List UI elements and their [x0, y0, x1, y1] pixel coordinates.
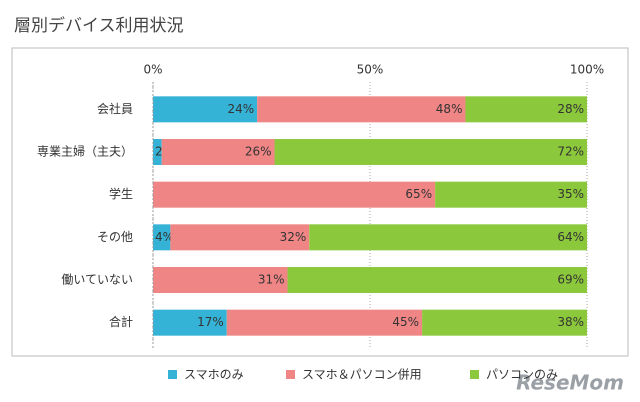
legend-swatch — [168, 370, 177, 379]
value-label: 64% — [557, 230, 584, 244]
value-label: 45% — [392, 315, 419, 329]
legend-label: スマホ＆パソコン併用 — [302, 368, 422, 382]
bar-segment — [309, 224, 587, 251]
y-tick-label: その他 — [97, 230, 133, 244]
legend-label: パソコンのみ — [486, 368, 558, 382]
watermark: ReseMom — [516, 371, 624, 395]
legend-label: スマホのみ — [184, 368, 244, 382]
legend-swatch — [286, 370, 295, 379]
bar-segment — [153, 181, 436, 208]
value-label: 72% — [557, 145, 584, 159]
bar-segment — [435, 181, 587, 208]
value-label: 4% — [155, 230, 174, 244]
value-label: 35% — [557, 187, 584, 201]
y-tick-label: 合計 — [109, 314, 133, 329]
x-tick-label: 0% — [143, 63, 162, 77]
bar-segment — [153, 224, 171, 251]
value-label: 24% — [227, 102, 254, 116]
value-label: 28% — [557, 102, 584, 116]
value-label: 65% — [405, 187, 432, 201]
value-label: 26% — [245, 145, 272, 159]
bar-segment — [161, 139, 275, 165]
chart-frame — [11, 47, 629, 357]
value-label: 48% — [436, 102, 463, 116]
value-label: 31% — [258, 273, 285, 287]
bar-segment — [153, 96, 258, 123]
x-tick-label: 100% — [570, 63, 604, 77]
bar-segment — [153, 139, 162, 165]
bar-segment — [274, 139, 587, 165]
bar-segment — [170, 224, 310, 251]
bar-segment — [422, 309, 587, 336]
bar-segment — [287, 267, 587, 293]
x-tick-label: 50% — [357, 63, 384, 77]
value-label: 69% — [557, 273, 584, 287]
legend-swatch — [470, 370, 479, 379]
y-tick-label: 働いていない — [61, 273, 133, 287]
bar-segment — [465, 96, 587, 123]
y-tick-label: 会社員 — [97, 101, 133, 116]
y-tick-label: 専業主婦（主夫） — [37, 144, 133, 159]
bar-segment — [226, 309, 423, 336]
value-label: 32% — [280, 230, 307, 244]
y-tick-label: 学生 — [109, 186, 133, 201]
value-label: 17% — [197, 315, 224, 329]
bar-segment — [153, 309, 227, 336]
bar-segment — [257, 96, 466, 123]
chart-title: 層別デバイス利用状況 — [14, 15, 184, 36]
value-label: 38% — [557, 315, 584, 329]
bar-segment — [153, 267, 288, 293]
